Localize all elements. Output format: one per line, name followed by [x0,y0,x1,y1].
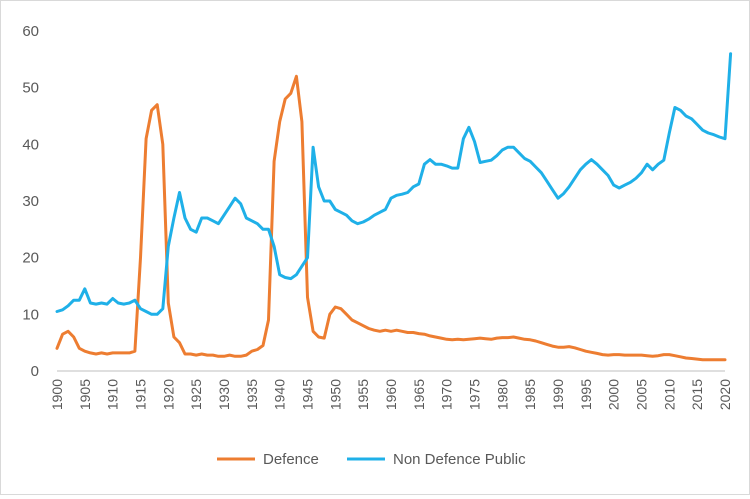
x-tick-label: 1995 [578,379,594,410]
legend-label: Non Defence Public [393,451,526,468]
x-tick-label: 1900 [49,379,65,410]
x-tick-label: 2020 [717,379,733,410]
series-group [55,52,733,362]
x-tick-label: 2010 [661,379,677,410]
y-axis-ticks: 0 10 20 30 40 50 60 [22,23,39,380]
x-tick-label: 1960 [383,379,399,410]
legend: Defence Non Defence Public [217,451,526,468]
x-tick-label: 1910 [105,379,121,410]
x-tick-label: 1925 [188,379,204,410]
x-tick-label: 1990 [550,379,566,410]
y-tick-label: 10 [22,306,39,323]
x-tick-label: 1975 [467,379,483,410]
x-tick-label: 2015 [689,379,705,410]
x-tick-label: 1935 [244,379,260,410]
x-tick-label: 1915 [133,379,149,410]
series-line-defence [55,74,727,362]
y-tick-label: 40 [22,136,39,153]
x-tick-label: 2005 [634,379,650,410]
x-tick-label: 1940 [272,379,288,410]
x-tick-label: 1985 [522,379,538,410]
x-tick-label: 1945 [300,379,316,410]
x-tick-label: 1955 [355,379,371,410]
x-axis-ticks: 1900 1905 1910 1915 1920 1925 1930 1935 1940 1945… [49,379,733,410]
y-tick-label: 0 [31,363,39,380]
x-tick-label: 1965 [411,379,427,410]
y-tick-label: 50 [22,80,39,97]
series-line-non-defence-public [55,52,733,316]
x-tick-label: 1950 [327,379,343,410]
x-tick-label: 2000 [606,379,622,410]
legend-label: Defence [263,451,319,468]
x-tick-label: 1980 [494,379,510,410]
y-tick-label: 20 [22,250,39,267]
y-tick-label: 60 [22,23,39,40]
x-tick-label: 1905 [77,379,93,410]
x-tick-label: 1970 [439,379,455,410]
x-tick-label: 1930 [216,379,232,410]
y-tick-label: 30 [22,193,39,210]
x-tick-label: 1920 [160,379,176,410]
